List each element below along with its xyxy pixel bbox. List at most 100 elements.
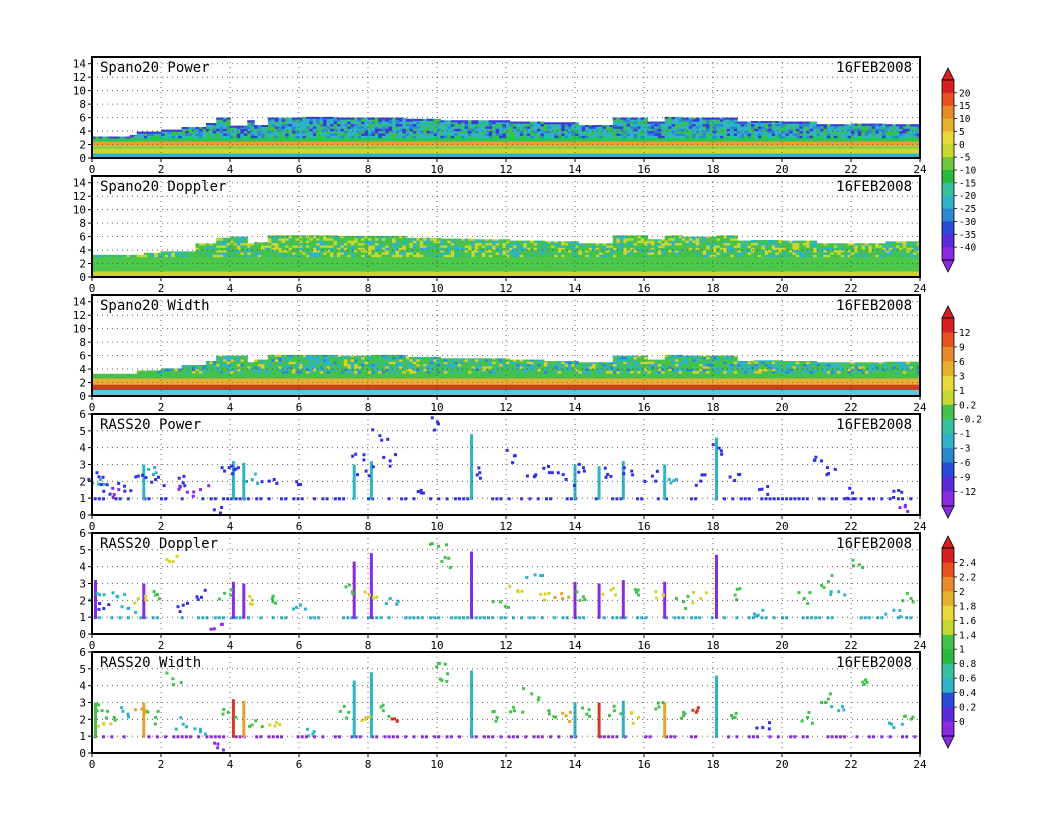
heatmap-cell bbox=[323, 235, 328, 239]
heatmap-cell bbox=[481, 245, 486, 248]
heatmap-band-cell bbox=[854, 153, 859, 158]
heatmap-cell bbox=[443, 121, 448, 125]
heatmap-cell bbox=[368, 247, 372, 251]
heatmap-cell bbox=[550, 249, 555, 253]
heatmap-cell bbox=[457, 128, 462, 132]
heatmap-cell bbox=[385, 247, 390, 251]
heatmap-cell bbox=[830, 126, 835, 129]
heatmap-band-cell bbox=[516, 141, 521, 146]
heatmap-band-cell bbox=[95, 145, 100, 150]
heatmap-cell bbox=[681, 118, 686, 122]
heatmap-band-cell bbox=[433, 145, 438, 150]
heatmap-cell bbox=[540, 123, 545, 127]
heatmap-cell bbox=[423, 252, 428, 255]
heatmap-cell bbox=[619, 252, 624, 255]
x-tick-label: 24 bbox=[913, 163, 927, 176]
heatmap-cell bbox=[437, 135, 441, 139]
heatmap-cell bbox=[226, 126, 231, 129]
heatmap-cell bbox=[533, 254, 538, 258]
heatmap-band-cell bbox=[695, 256, 700, 272]
heatmap-edge bbox=[775, 121, 780, 123]
heatmap-cell bbox=[250, 243, 255, 246]
heatmap-cell bbox=[547, 252, 552, 255]
heatmap-band-cell bbox=[788, 141, 793, 146]
heatmap-band-cell bbox=[478, 141, 483, 146]
heatmap-band-cell bbox=[868, 149, 873, 154]
heatmap-band-cell bbox=[440, 137, 445, 142]
heatmap-edge bbox=[619, 117, 624, 120]
heatmap-cell bbox=[161, 252, 166, 255]
heatmap-band-cell bbox=[809, 149, 814, 154]
heatmap-band-cell bbox=[851, 153, 856, 158]
heatmap-cell bbox=[243, 133, 248, 136]
heatmap-band-cell bbox=[606, 141, 611, 146]
heatmap-cell bbox=[426, 135, 431, 139]
heatmap-cell bbox=[571, 245, 576, 248]
heatmap-edge bbox=[889, 124, 893, 127]
heatmap-cell bbox=[792, 133, 797, 136]
heatmap-band-cell bbox=[254, 145, 259, 150]
heatmap-cell bbox=[381, 247, 386, 251]
heatmap-cell bbox=[550, 241, 555, 243]
heatmap-band-cell bbox=[661, 256, 666, 272]
heatmap-band-cell bbox=[147, 153, 152, 158]
heatmap-band-cell bbox=[678, 145, 683, 150]
heatmap-cell bbox=[509, 252, 514, 255]
heatmap-band-cell bbox=[178, 271, 183, 277]
heatmap-cell bbox=[699, 245, 704, 248]
heatmap-cell bbox=[564, 249, 569, 253]
heatmap-cell bbox=[288, 252, 293, 255]
heatmap-cell bbox=[368, 245, 372, 248]
heatmap-cell bbox=[464, 242, 469, 246]
heatmap-cell bbox=[543, 135, 548, 139]
heatmap-cell bbox=[723, 135, 728, 139]
heatmap-cell bbox=[737, 247, 742, 251]
heatmap-cell bbox=[323, 252, 328, 255]
heatmap-band-cell bbox=[830, 145, 835, 150]
heatmap-band-cell bbox=[823, 137, 828, 142]
heatmap-band-cell bbox=[599, 145, 604, 150]
heatmap-edge bbox=[381, 117, 386, 120]
heatmap-cell bbox=[292, 245, 297, 248]
heatmap-cell bbox=[506, 130, 510, 134]
heatmap-band-cell bbox=[233, 256, 238, 272]
heatmap-cell bbox=[299, 235, 303, 236]
heatmap-cell bbox=[299, 123, 303, 127]
heatmap-cell bbox=[640, 245, 645, 248]
heatmap-band-cell bbox=[385, 137, 390, 142]
heatmap-cell bbox=[795, 133, 800, 136]
heatmap-band-cell bbox=[471, 153, 476, 158]
heatmap-cell bbox=[537, 128, 541, 132]
heatmap-cell bbox=[820, 133, 825, 136]
heatmap-cell bbox=[371, 245, 376, 248]
heatmap-band-cell bbox=[764, 153, 769, 158]
heatmap-cell bbox=[350, 245, 355, 248]
heatmap-cell bbox=[471, 130, 476, 134]
heatmap-cell bbox=[847, 128, 852, 132]
heatmap-cell bbox=[806, 135, 811, 139]
heatmap-band-cell bbox=[857, 149, 862, 154]
heatmap-cell bbox=[616, 242, 621, 246]
heatmap-cell bbox=[713, 247, 717, 251]
x-tick-label: 16 bbox=[637, 163, 650, 176]
heatmap-cell bbox=[751, 130, 756, 134]
heatmap-cell bbox=[471, 252, 476, 255]
heatmap-edge bbox=[426, 118, 431, 121]
heatmap-cell bbox=[889, 133, 893, 136]
heatmap-cell bbox=[871, 128, 876, 132]
heatmap-band-cell bbox=[492, 149, 497, 154]
heatmap-edge bbox=[816, 124, 821, 127]
heatmap-cell bbox=[785, 133, 790, 136]
heatmap-cell bbox=[678, 249, 683, 253]
heatmap-cell bbox=[533, 130, 538, 134]
heatmap-cell bbox=[381, 249, 386, 253]
heatmap-cell bbox=[861, 133, 866, 136]
heatmap-cell bbox=[895, 135, 900, 139]
heatmap-cell bbox=[747, 240, 752, 243]
heatmap-cell bbox=[833, 133, 838, 136]
heatmap-band-cell bbox=[323, 153, 328, 158]
heatmap-cell bbox=[202, 254, 207, 258]
heatmap-cell bbox=[347, 128, 352, 132]
heatmap-cell bbox=[775, 133, 780, 136]
heatmap-cell bbox=[219, 128, 224, 132]
